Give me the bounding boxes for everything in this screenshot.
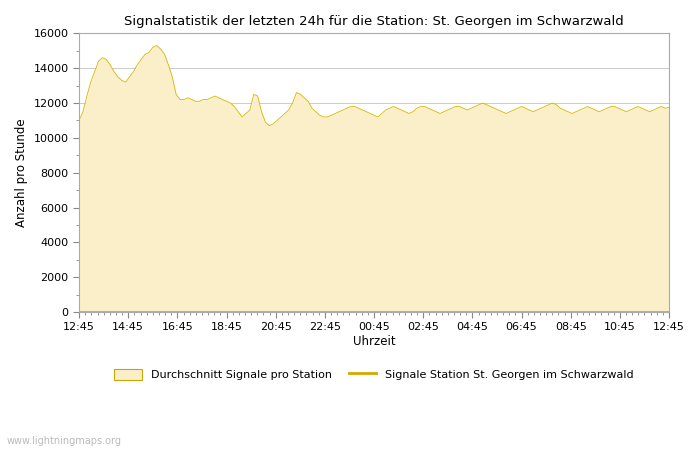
Legend: Durchschnitt Signale pro Station, Signale Station St. Georgen im Schwarzwald: Durchschnitt Signale pro Station, Signal… [110, 364, 638, 384]
Text: www.lightningmaps.org: www.lightningmaps.org [7, 436, 122, 446]
Y-axis label: Anzahl pro Stunde: Anzahl pro Stunde [15, 118, 28, 227]
Title: Signalstatistik der letzten 24h für die Station: St. Georgen im Schwarzwald: Signalstatistik der letzten 24h für die … [124, 15, 624, 28]
X-axis label: Uhrzeit: Uhrzeit [353, 335, 396, 348]
